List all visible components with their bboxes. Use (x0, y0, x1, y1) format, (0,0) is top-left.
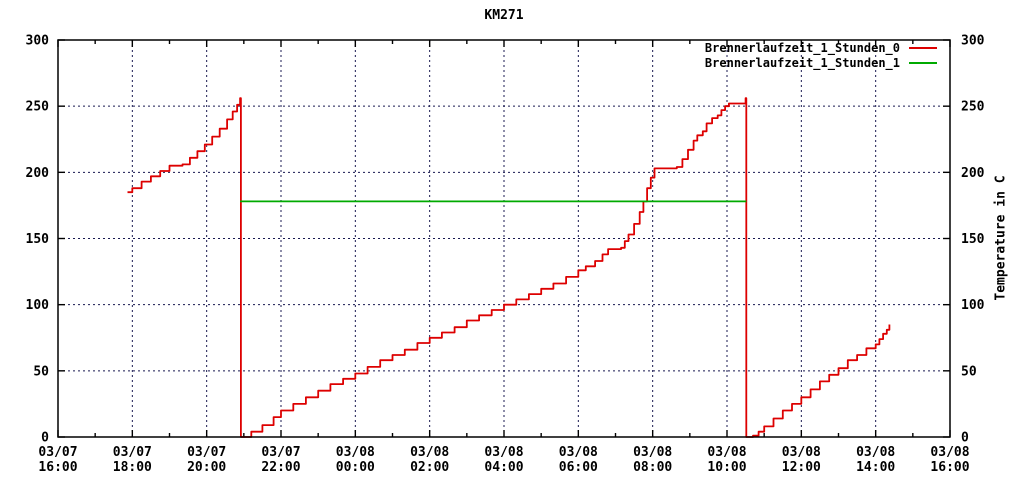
x-tick-label-date: 03/08 (410, 445, 449, 460)
x-tick-label-time: 00:00 (336, 460, 375, 475)
y-tick-label-left: 100 (26, 298, 50, 313)
x-tick-label-time: 08:00 (633, 460, 672, 475)
x-tick-label-date: 03/08 (782, 445, 821, 460)
x-tick-label-time: 12:00 (782, 460, 821, 475)
y-tick-label-left: 50 (33, 364, 49, 379)
x-tick-label-time: 06:00 (559, 460, 598, 475)
x-tick-label-date: 03/08 (930, 445, 969, 460)
y-tick-label-left: 0 (41, 431, 49, 446)
legend-item-stunden-0: Brennerlaufzeit_1_Stunden_0 (705, 41, 937, 55)
x-tick-label-date: 03/07 (187, 445, 226, 460)
y-tick-label-right: 50 (961, 364, 977, 379)
x-tick-label-time: 14:00 (856, 460, 895, 475)
legend-label-stunden-0: Brennerlaufzeit_1_Stunden_0 (704, 41, 900, 55)
x-tick-label-date: 03/08 (559, 445, 598, 460)
y-tick-label-left: 150 (26, 232, 50, 247)
y-axis-label-right: Temperature in C (993, 175, 1009, 301)
legend-line-green-icon (909, 62, 937, 64)
x-tick-label-time: 02:00 (410, 460, 449, 475)
y-tick-label-left: 200 (26, 166, 50, 181)
y-tick-label-right: 100 (961, 298, 985, 313)
x-tick-label-date: 03/07 (38, 445, 77, 460)
chart-title: KM271 (484, 8, 524, 23)
plot-border (57, 39, 951, 438)
y-tick-label-right: 300 (961, 34, 985, 49)
x-tick-label-time: 22:00 (261, 460, 300, 475)
x-tick-label-time: 16:00 (930, 460, 969, 475)
legend: Brennerlaufzeit_1_Stunden_0 Brennerlaufz… (705, 41, 937, 70)
x-tick-label-date: 03/08 (707, 445, 746, 460)
y-tick-label-right: 200 (961, 166, 985, 181)
x-tick-label-date: 03/08 (856, 445, 895, 460)
legend-label-stunden-1: Brennerlaufzeit_1_Stunden_1 (704, 56, 900, 70)
x-tick-label-date: 03/08 (633, 445, 672, 460)
x-tick-label-date: 03/08 (484, 445, 523, 460)
series-line-0-brennerlaufzeit_1_stunden_0 (127, 97, 891, 438)
legend-item-stunden-1: Brennerlaufzeit_1_Stunden_1 (705, 56, 937, 70)
y-tick-label-left: 300 (26, 34, 50, 49)
x-tick-label-date: 03/08 (336, 445, 375, 460)
y-tick-label-left: 250 (26, 100, 50, 115)
legend-line-red-icon (909, 47, 937, 49)
y-tick-label-right: 150 (961, 232, 985, 247)
x-tick-label-time: 04:00 (484, 460, 523, 475)
x-tick-label-time: 10:00 (707, 460, 746, 475)
x-tick-label-time: 16:00 (38, 460, 77, 475)
x-tick-label-time: 20:00 (187, 460, 226, 475)
x-tick-label-date: 03/07 (113, 445, 152, 460)
x-tick-label-time: 18:00 (113, 460, 152, 475)
y-tick-label-right: 0 (961, 431, 969, 446)
x-tick-label-date: 03/07 (261, 445, 300, 460)
y-tick-label-right: 250 (961, 100, 985, 115)
